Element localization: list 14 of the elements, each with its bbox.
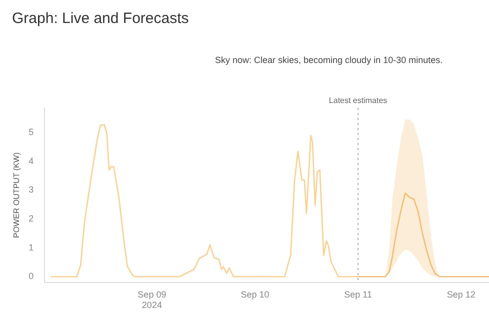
text: Sky now: Clear skies, becoming cloudy in 10-30 minutes.: [215, 55, 443, 65]
y-tick-label: 1: [28, 242, 34, 252]
y-tick-label: 5: [28, 126, 34, 137]
x-tick-label: Sep 12: [446, 289, 476, 300]
ref-line-label: Latest estimates: [328, 96, 388, 106]
x-tick-label: Sep 10: [240, 289, 270, 300]
chart-title: Graph: Live and Forecasts: [12, 10, 189, 27]
x-tick-label: Sep 09 2024: [138, 289, 166, 310]
y-axis-title: POWER OUTPUT (KW): [12, 152, 22, 238]
y-tick-label: 3: [28, 184, 34, 195]
y-tick-label: 2: [28, 213, 34, 224]
x-tick-label: Sep 11: [344, 289, 372, 300]
y-tick-label: 0: [28, 271, 34, 282]
y-tick-label: 4: [28, 156, 34, 166]
